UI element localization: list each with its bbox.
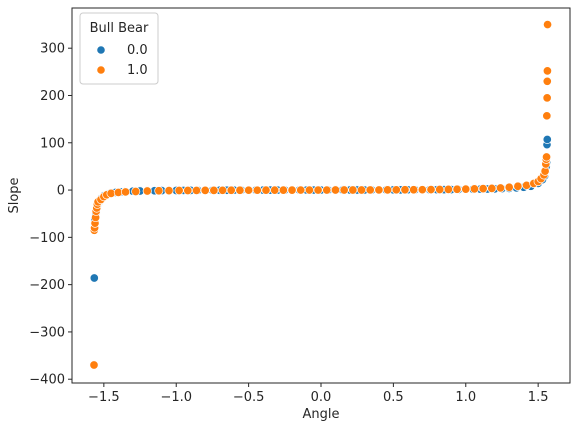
scatter-point-bull-bear-1: [131, 186, 141, 197]
scatter-point-bull-bear-1: [226, 185, 236, 195]
legend-label-1: 1.0: [127, 63, 148, 78]
x-tick-label: −1.5: [88, 390, 120, 405]
scatter-point-bull-bear-1: [270, 185, 280, 195]
scatter-point-bull-bear-1: [339, 185, 349, 195]
scatter-point-bull-bear-1: [252, 185, 262, 195]
y-tick-label: 0: [57, 184, 65, 199]
scatter-point-bull-bear-1: [330, 185, 341, 195]
scatter-point-bull-bear-1: [261, 185, 271, 195]
legend-title: Bull Bear: [90, 21, 149, 36]
x-tick-label: 0.5: [383, 390, 404, 405]
scatter-point-bull-bear-1: [89, 360, 99, 370]
scatter-point-bull-bear-1: [478, 184, 488, 194]
scatter-point-bull-bear-1: [391, 185, 401, 195]
scatter-point-bull-bear-1: [313, 185, 323, 195]
scatter-point-bull-bear-1: [542, 111, 552, 121]
scatter-point-bull-bear-1: [142, 186, 152, 196]
legend-marker-0: [96, 45, 106, 55]
y-tick-label: −100: [29, 231, 65, 246]
x-axis-label: Angle: [303, 407, 340, 422]
plot-frame: [71, 7, 571, 384]
scatter-point-bull-bear-1: [121, 187, 131, 197]
scatter-point-bull-bear-1: [278, 185, 288, 195]
scatter-point-bull-bear-1: [542, 66, 552, 76]
legend: Bull Bear 0.0 1.0: [79, 12, 159, 85]
scatter-point-bull-bear-1: [542, 76, 552, 86]
scatter-point-bull-bear-1: [417, 185, 427, 195]
scatter-point-bull-bear-1: [287, 185, 297, 195]
scatter-point-bull-bear-1: [200, 185, 210, 195]
scatter-point-bull-bear-1: [409, 185, 419, 195]
scatter-point-bull-bear-1: [374, 185, 384, 195]
x-tick-label: 0.0: [311, 390, 332, 405]
y-axis-label: Slope: [7, 177, 22, 213]
scatter-point-bull-bear-1: [235, 185, 245, 195]
scatter-point-bull-bear-1: [296, 185, 306, 195]
scatter-point-bull-bear-1: [543, 19, 553, 30]
x-tick-label: −0.5: [233, 390, 265, 405]
scatter-point-bull-bear-1: [183, 185, 193, 196]
scatter-point-bull-bear-1: [383, 185, 393, 195]
scatter-point-bull-bear-1: [154, 186, 164, 196]
scatter-point-bull-bear-1: [218, 185, 228, 195]
scatter-point-bull-bear-1: [435, 184, 445, 195]
scatter-point-bull-bear-1: [469, 184, 479, 194]
y-tick-label: 100: [40, 136, 65, 151]
scatter-point-bull-bear-0: [542, 134, 552, 145]
scatter-point-bull-bear-1: [504, 182, 514, 192]
scatter-point-bull-bear-1: [164, 186, 174, 196]
scatter-point-bull-bear-1: [542, 93, 552, 103]
scatter-point-bull-bear-1: [209, 185, 219, 195]
points-layer: [89, 19, 553, 370]
x-tick-label: −1.0: [160, 390, 192, 405]
tick-layer: −1.5 −1.0 −0.5 0.0 0.5 1.0 1.5 −400 −300 −200 −100…: [29, 42, 548, 405]
scatter-point-bull-bear-1: [461, 184, 471, 194]
x-tick-label: 1.0: [455, 390, 476, 405]
scatter-point-bull-bear-1: [452, 184, 462, 194]
scatter-point-bull-bear-1: [244, 185, 254, 195]
scatter-point-bull-bear-1: [365, 185, 375, 195]
scatter-point-bull-bear-1: [322, 185, 332, 195]
scatter-point-bull-bear-1: [541, 152, 552, 162]
scatter-point-bull-bear-1: [443, 184, 453, 194]
scatter-point-bull-bear-1: [304, 185, 314, 195]
scatter-point-bull-bear-1: [400, 185, 410, 195]
scatter-point-bull-bear-1: [513, 181, 523, 191]
scatter-point-bull-bear-1: [426, 185, 436, 195]
y-tick-label: −300: [29, 325, 65, 340]
y-tick-label: 200: [40, 89, 65, 104]
scatter-point-bull-bear-1: [191, 185, 202, 195]
x-tick-label: 1.5: [528, 390, 549, 405]
scatter-point-bull-bear-1: [495, 183, 506, 193]
y-tick-label: 300: [40, 42, 65, 57]
legend-label-0: 0.0: [127, 43, 148, 58]
scatter-point-bull-bear-1: [356, 185, 367, 195]
y-tick-label: −400: [29, 373, 65, 388]
y-tick-label: −200: [29, 278, 65, 293]
scatter-point-bull-bear-1: [348, 185, 358, 195]
legend-marker-1: [96, 65, 106, 75]
scatter-point-bull-bear-1: [487, 183, 497, 193]
scatter-point-bull-bear-1: [174, 185, 184, 196]
scatter-point-bull-bear-0: [89, 273, 99, 283]
